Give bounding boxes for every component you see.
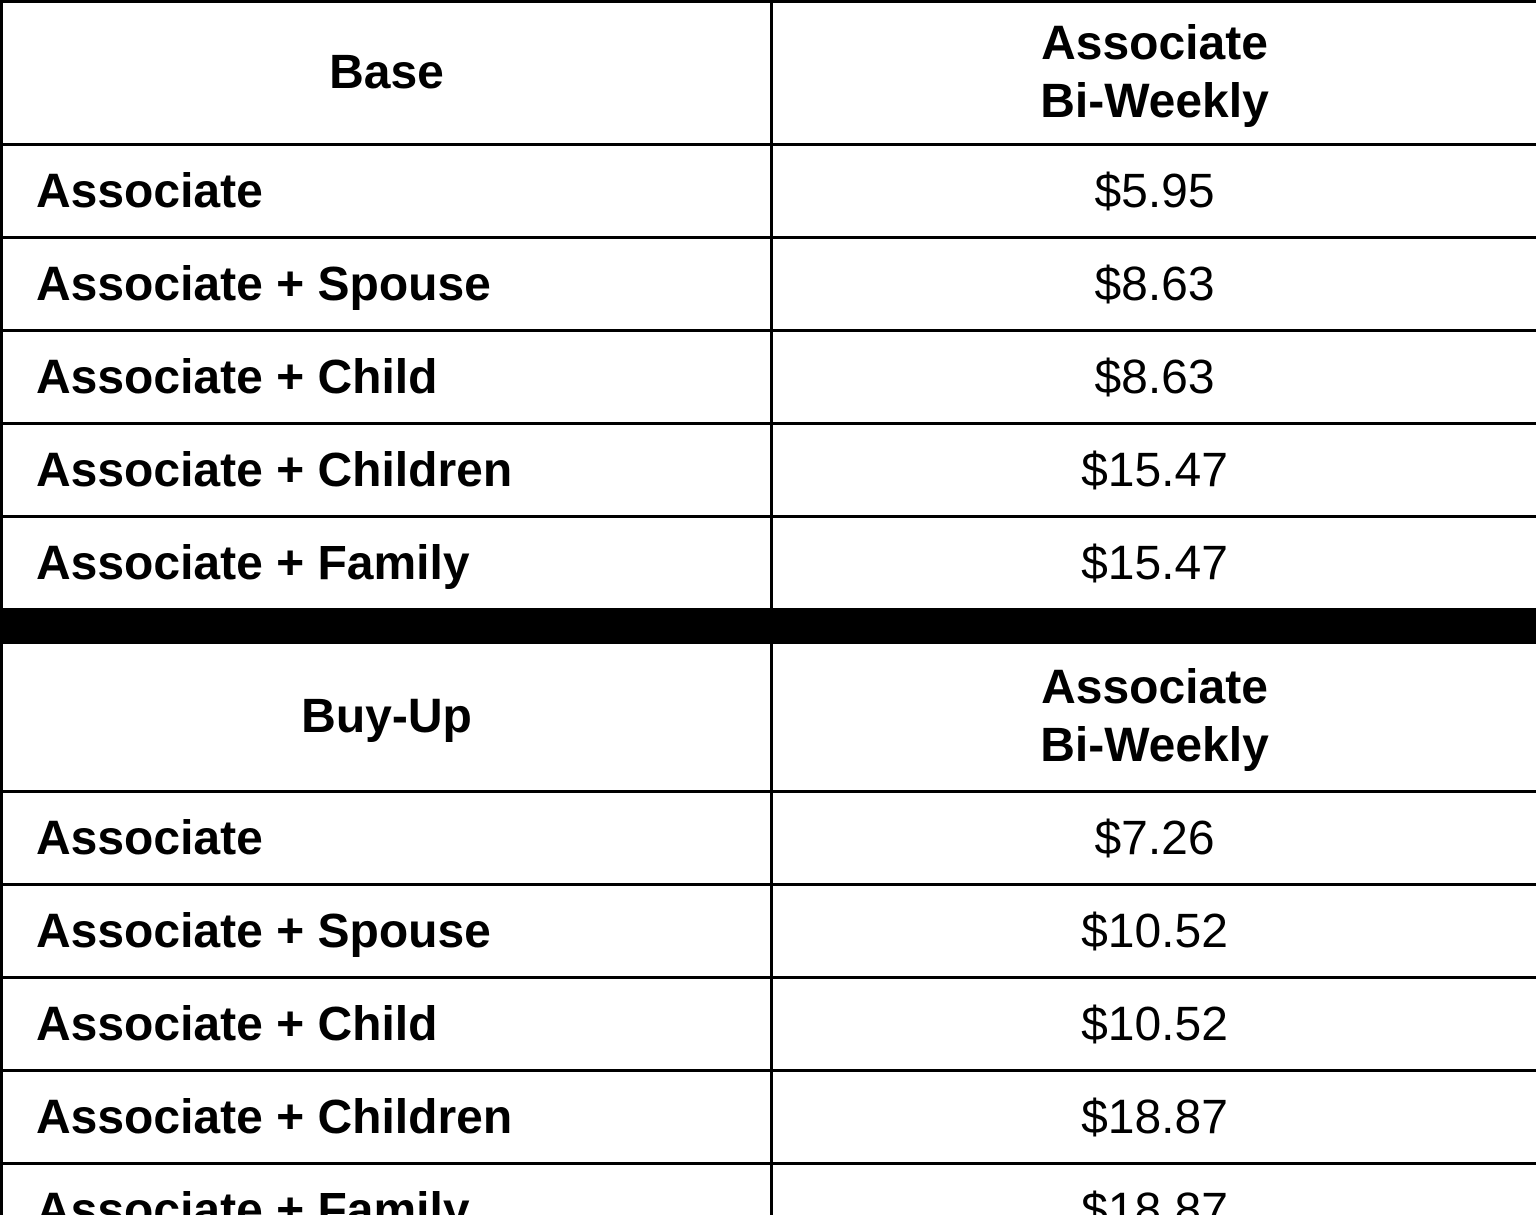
table-row: Associate $5.95	[0, 143, 1536, 239]
table-row: Associate + Children $15.47	[0, 422, 1536, 518]
tier-label: Associate + Spouse	[0, 236, 773, 332]
base-rate-table: Base Associate Bi-Weekly Associate $5.95…	[0, 0, 1536, 611]
base-rate-header-line1: Associate	[1041, 17, 1268, 71]
rate-value: $8.63	[770, 329, 1536, 425]
rate-value: $10.52	[770, 883, 1536, 979]
base-plan-header: Base	[0, 0, 773, 146]
table-row: Associate + Spouse $10.52	[0, 883, 1536, 979]
base-rate-header: Associate Bi-Weekly	[770, 0, 1536, 146]
rate-value: $18.87	[770, 1069, 1536, 1165]
tier-label: Associate + Children	[0, 422, 773, 518]
tier-label: Associate	[0, 143, 773, 239]
base-plan-title: Base	[329, 46, 444, 100]
rate-value: $7.26	[770, 790, 1536, 886]
table-row: Associate $7.26	[0, 790, 1536, 886]
rate-value: $5.95	[770, 143, 1536, 239]
tier-label: Associate + Spouse	[0, 883, 773, 979]
table-row: Associate + Family $15.47	[0, 515, 1536, 611]
buyup-rate-header-line2: Bi-Weekly	[1040, 719, 1269, 772]
rate-value: $15.47	[770, 422, 1536, 518]
table-row: Associate + Spouse $8.63	[0, 236, 1536, 332]
table-divider	[0, 611, 1536, 641]
tier-label: Associate + Children	[0, 1069, 773, 1165]
table-row: Associate + Child $8.63	[0, 329, 1536, 425]
buyup-rate-header-line1: Associate	[1041, 661, 1268, 715]
buyup-plan-header: Buy-Up	[0, 641, 773, 793]
tier-label: Associate + Family	[0, 515, 773, 611]
buyup-rate-header: Associate Bi-Weekly	[770, 641, 1536, 793]
rate-value: $8.63	[770, 236, 1536, 332]
base-header-row: Base Associate Bi-Weekly	[0, 0, 1536, 146]
tier-label: Associate + Child	[0, 976, 773, 1072]
tier-label: Associate + Family	[0, 1162, 773, 1215]
buyup-plan-title: Buy-Up	[301, 690, 472, 744]
base-rate-header-line2: Bi-Weekly	[1040, 75, 1269, 128]
rate-value: $10.52	[770, 976, 1536, 1072]
tier-label: Associate + Child	[0, 329, 773, 425]
rate-value: $15.47	[770, 515, 1536, 611]
tier-label: Associate	[0, 790, 773, 886]
buyup-header-row: Buy-Up Associate Bi-Weekly	[0, 641, 1536, 793]
table-row: Associate + Child $10.52	[0, 976, 1536, 1072]
table-row: Associate + Family $18.87	[0, 1162, 1536, 1215]
buyup-rate-table: Buy-Up Associate Bi-Weekly Associate $7.…	[0, 641, 1536, 1215]
table-row: Associate + Children $18.87	[0, 1069, 1536, 1165]
rate-value: $18.87	[770, 1162, 1536, 1215]
